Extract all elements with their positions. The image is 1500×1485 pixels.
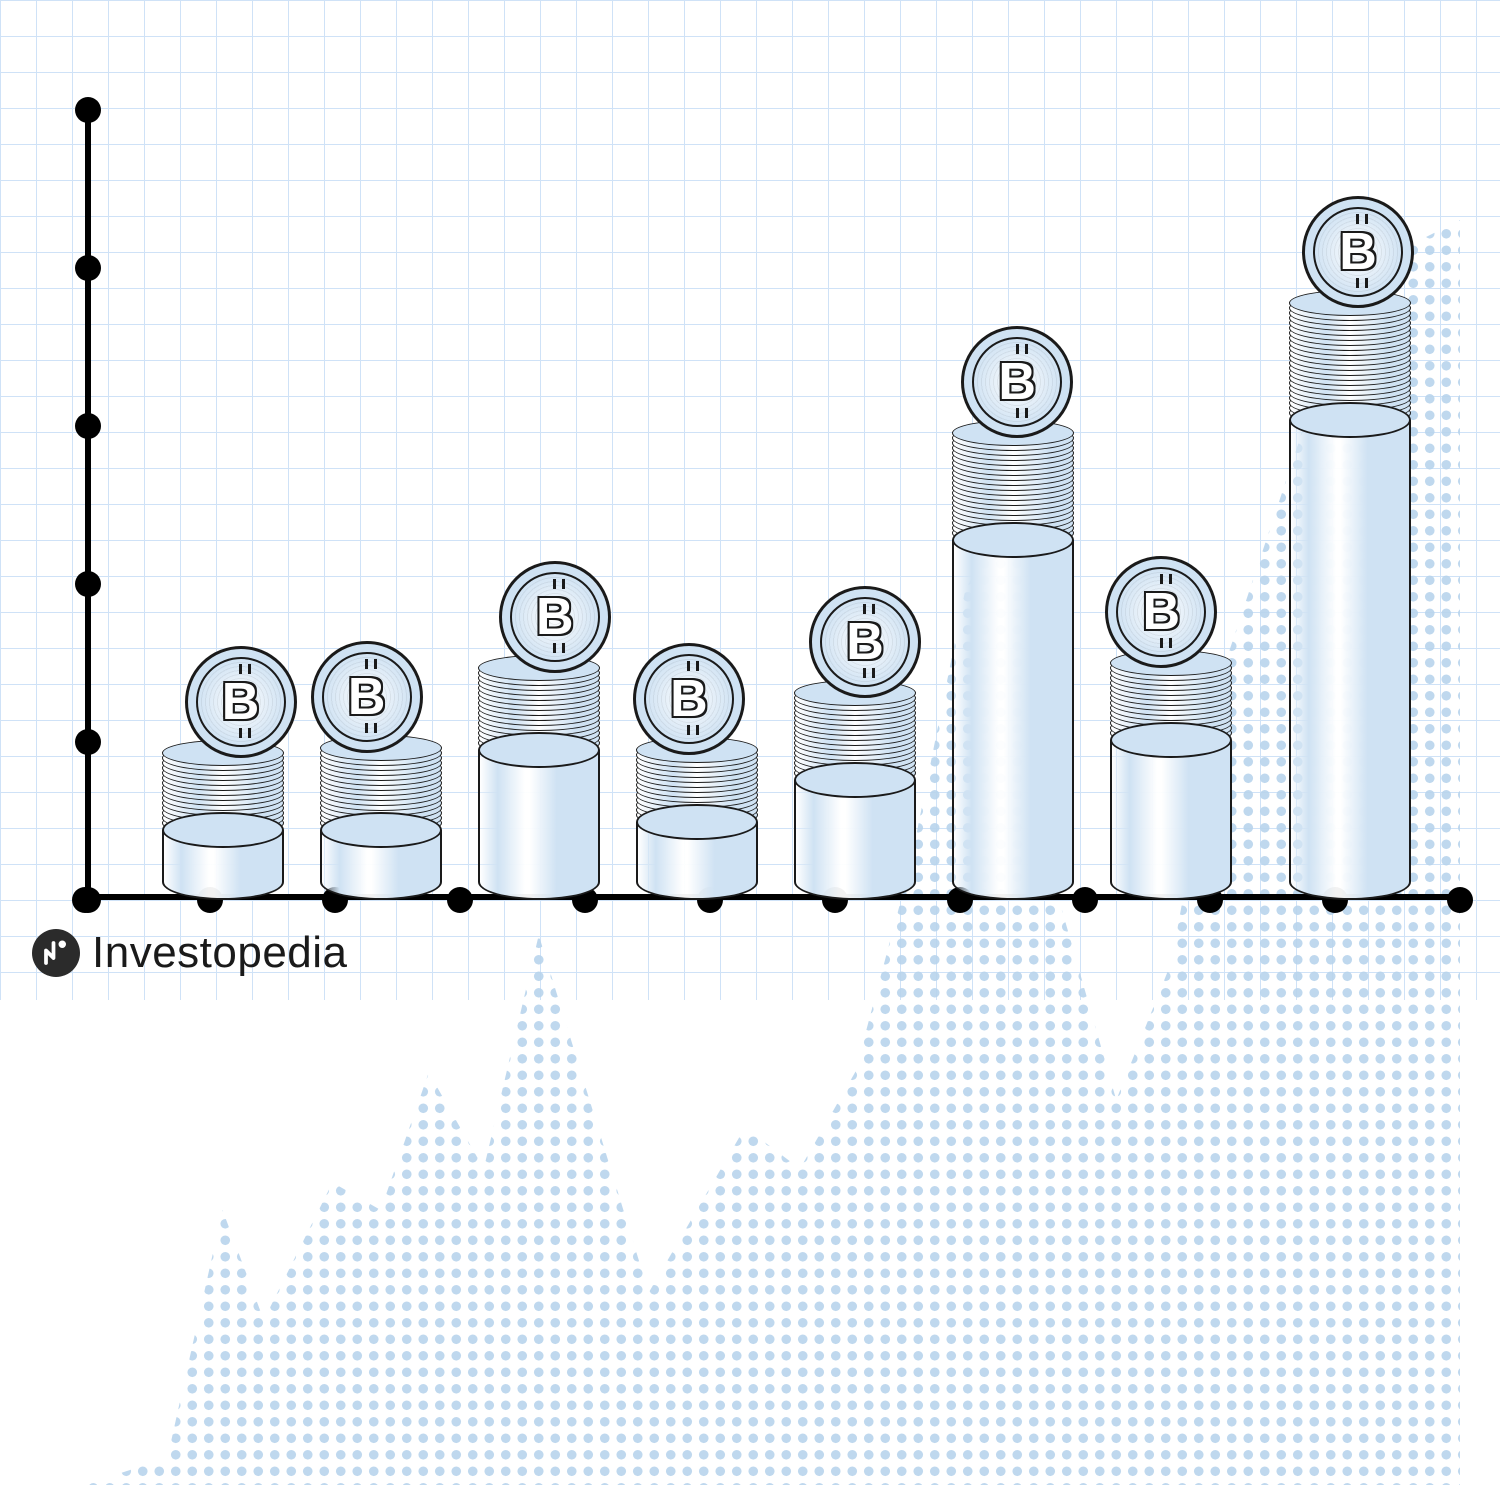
bitcoin-coin-icon: B bbox=[809, 586, 921, 698]
cylinder-bar bbox=[478, 750, 600, 900]
brand-footer: Investopedia bbox=[32, 928, 348, 978]
brand-name: Investopedia bbox=[92, 928, 348, 978]
bitcoin-coin-icon: B bbox=[1105, 556, 1217, 668]
chart-plot-area: BBBBBBBB bbox=[85, 110, 1460, 900]
bitcoin-coin-icon: B bbox=[499, 561, 611, 673]
y-tick-dot bbox=[75, 255, 101, 281]
investopedia-logo-icon bbox=[32, 929, 80, 977]
cylinder-bar bbox=[794, 780, 916, 900]
bar-column: B bbox=[794, 680, 916, 900]
x-tick-dot bbox=[1447, 887, 1473, 913]
bar-column: B bbox=[1110, 650, 1232, 900]
y-tick-dot bbox=[75, 729, 101, 755]
x-tick-dot bbox=[447, 887, 473, 913]
bitcoin-coin-icon: B bbox=[185, 646, 297, 758]
x-tick-dot bbox=[72, 887, 98, 913]
area-fill-backdrop bbox=[85, 110, 1460, 1485]
cylinder-bar bbox=[636, 822, 758, 900]
bar-column: B bbox=[320, 735, 442, 900]
y-tick-dot bbox=[75, 413, 101, 439]
cylinder-bar bbox=[320, 830, 442, 900]
cylinder-bar bbox=[162, 830, 284, 900]
bar-column: B bbox=[952, 420, 1074, 900]
cylinder-bar bbox=[952, 540, 1074, 900]
bar-column: B bbox=[636, 737, 758, 900]
cylinder-bar bbox=[1110, 740, 1232, 900]
y-tick-dot bbox=[75, 97, 101, 123]
x-axis bbox=[85, 894, 1460, 900]
bitcoin-coin-icon: B bbox=[633, 643, 745, 755]
cylinder-bar bbox=[1289, 420, 1411, 900]
x-tick-dot bbox=[1072, 887, 1098, 913]
bitcoin-coin-icon: B bbox=[311, 641, 423, 753]
y-axis bbox=[85, 110, 91, 900]
y-tick-dot bbox=[75, 571, 101, 597]
bar-column: B bbox=[1289, 290, 1411, 900]
bar-column: B bbox=[478, 655, 600, 900]
bitcoin-coin-icon: B bbox=[961, 326, 1073, 438]
bar-column: B bbox=[162, 740, 284, 900]
bitcoin-coin-icon: B bbox=[1302, 196, 1414, 308]
